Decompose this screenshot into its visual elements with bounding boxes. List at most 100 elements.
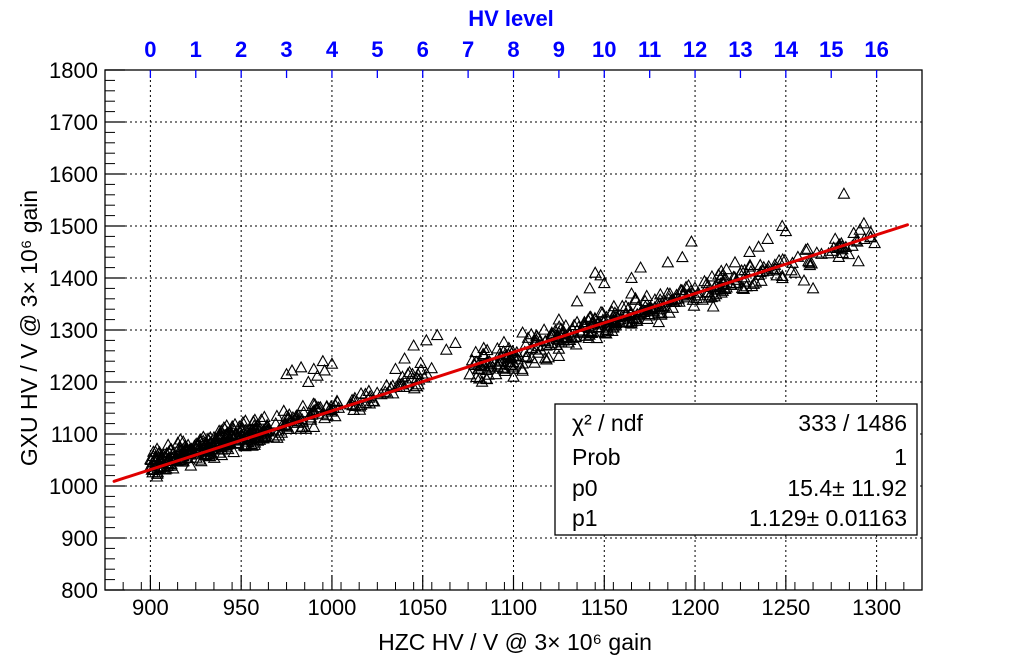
data-point bbox=[306, 397, 320, 409]
data-point bbox=[729, 276, 743, 289]
data-point bbox=[296, 399, 310, 412]
p1-value: 1.129± 0.01163 bbox=[749, 505, 907, 531]
data-point bbox=[285, 363, 299, 376]
data-point bbox=[490, 358, 504, 370]
data-point bbox=[700, 276, 714, 289]
data-point bbox=[191, 438, 205, 450]
y-tick-label: 1200 bbox=[49, 370, 98, 395]
data-point bbox=[257, 410, 271, 422]
data-point bbox=[363, 389, 377, 402]
data-point bbox=[411, 367, 425, 380]
data-point bbox=[282, 411, 296, 423]
data-point bbox=[501, 355, 515, 367]
x-axis-title: HZC HV / V @ 3× 10⁶ gain bbox=[378, 629, 652, 655]
data-point bbox=[625, 286, 638, 299]
data-point bbox=[318, 411, 332, 424]
data-point bbox=[597, 276, 611, 289]
data-point bbox=[528, 342, 542, 355]
data-point bbox=[630, 310, 643, 323]
data-point bbox=[852, 254, 865, 267]
data-point bbox=[250, 421, 264, 433]
data-point bbox=[406, 371, 420, 384]
data-point bbox=[847, 226, 861, 239]
data-point bbox=[642, 307, 656, 320]
data-point bbox=[788, 266, 802, 278]
stats-box-frame bbox=[554, 403, 918, 536]
top-tick-label: 11 bbox=[638, 37, 661, 62]
data-point bbox=[489, 367, 503, 380]
top-tick-label: 16 bbox=[864, 37, 888, 62]
data-point bbox=[706, 299, 720, 312]
data-point bbox=[803, 255, 816, 268]
data-point bbox=[430, 328, 444, 341]
data-point bbox=[307, 362, 321, 374]
data-point bbox=[299, 422, 313, 434]
data-point bbox=[714, 264, 728, 276]
data-point bbox=[797, 273, 811, 286]
data-point bbox=[554, 335, 568, 348]
data-point bbox=[480, 372, 494, 385]
data-point bbox=[282, 407, 296, 420]
data-point bbox=[545, 326, 559, 338]
data-point bbox=[516, 325, 530, 338]
data-point bbox=[577, 315, 591, 328]
data-point bbox=[569, 330, 583, 342]
data-point bbox=[250, 419, 264, 431]
data-point bbox=[497, 335, 511, 348]
x-tick-label: 1100 bbox=[490, 595, 537, 620]
data-point bbox=[159, 462, 173, 474]
data-point bbox=[868, 236, 882, 249]
top-tick-label: 9 bbox=[553, 37, 565, 62]
top-tick-label: 1 bbox=[190, 37, 202, 62]
y-tick-label: 1700 bbox=[49, 110, 98, 135]
top-tick-label: 8 bbox=[507, 37, 519, 62]
data-point bbox=[530, 329, 544, 342]
data-point bbox=[743, 260, 757, 272]
data-point bbox=[516, 364, 529, 376]
p0-value: 15.4± 11.92 bbox=[787, 475, 907, 501]
data-point bbox=[552, 312, 566, 325]
data-point bbox=[146, 445, 160, 457]
top-tick-label: 2 bbox=[235, 37, 247, 62]
left-axis: 800 900 1000 1100 1200 1300 1400 1500 1600 1700 18… bbox=[49, 58, 125, 603]
data-point bbox=[389, 362, 402, 374]
data-point bbox=[213, 427, 227, 440]
y-tick-label: 1300 bbox=[49, 318, 98, 343]
data-point bbox=[542, 350, 556, 363]
data-point bbox=[232, 419, 246, 432]
top-tick-label: 14 bbox=[774, 37, 799, 62]
y-tick-label: 900 bbox=[61, 526, 98, 551]
data-point bbox=[328, 409, 342, 422]
data-point bbox=[728, 255, 742, 268]
y-tick-label: 1800 bbox=[49, 58, 98, 83]
data-point bbox=[184, 458, 198, 471]
y-tick-label: 1000 bbox=[49, 474, 98, 499]
data-point bbox=[498, 364, 512, 377]
data-point bbox=[832, 238, 846, 250]
data-point bbox=[630, 314, 644, 326]
data-point bbox=[594, 268, 608, 281]
data-point bbox=[507, 370, 520, 382]
data-point bbox=[318, 363, 332, 376]
data-point bbox=[237, 438, 251, 451]
data-point bbox=[608, 306, 622, 318]
y-tick-label: 1100 bbox=[51, 422, 98, 447]
data-point bbox=[761, 232, 775, 244]
data-point bbox=[310, 403, 324, 415]
data-point bbox=[472, 371, 486, 384]
data-point bbox=[448, 336, 462, 348]
data-point bbox=[272, 428, 286, 441]
data-point bbox=[516, 356, 530, 369]
data-point bbox=[583, 281, 597, 294]
data-point bbox=[552, 349, 566, 361]
x-tick-label: 900 bbox=[132, 595, 169, 620]
data-point bbox=[834, 236, 848, 249]
y-axis-title: GXU HV / V @ 3× 10⁶ gain bbox=[16, 190, 42, 466]
fit-stats-box: χ² / ndf 333 / 1486 Prob 1 p0 15.4± 11.9… bbox=[554, 403, 918, 536]
data-point bbox=[620, 316, 633, 328]
data-point bbox=[754, 274, 768, 286]
data-point bbox=[363, 396, 377, 409]
data-point bbox=[569, 337, 583, 350]
x-tick-label: 1300 bbox=[852, 595, 901, 620]
y-tick-label: 1500 bbox=[49, 214, 98, 239]
